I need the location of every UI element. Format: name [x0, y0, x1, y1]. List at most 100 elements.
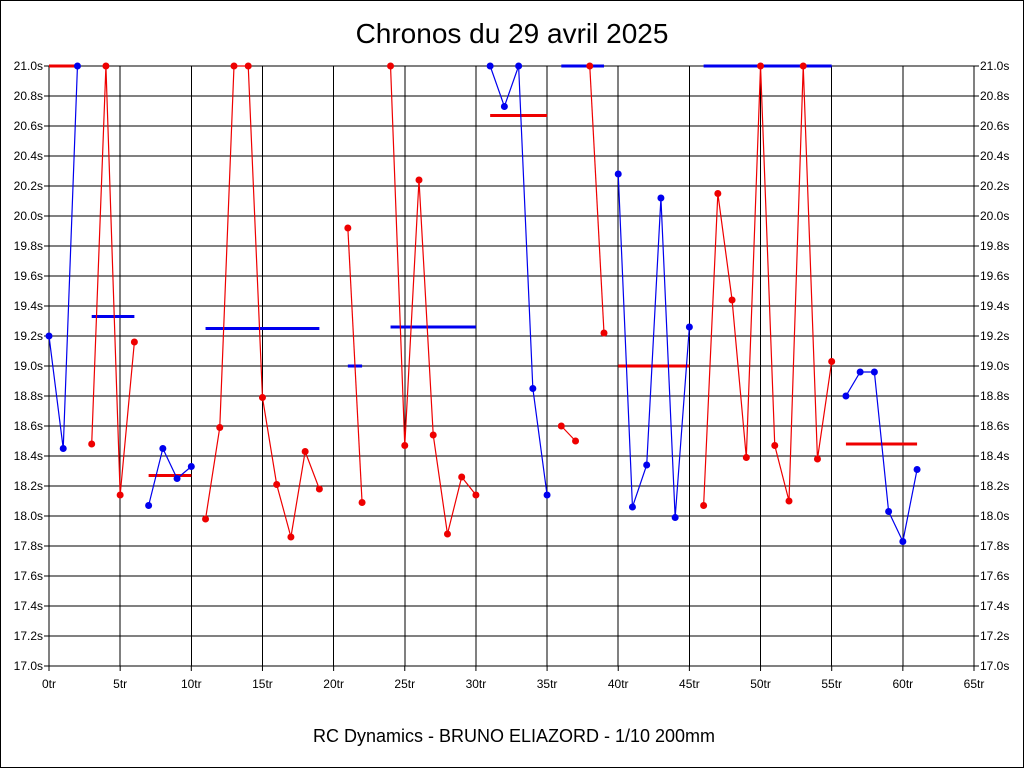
y-tick-label-right: 17.2s	[980, 629, 1009, 643]
y-tick-label-right: 20.6s	[980, 119, 1009, 133]
y-tick-label-left: 20.8s	[14, 89, 43, 103]
y-tick-label-right: 19.2s	[980, 329, 1009, 343]
data-point-blue	[842, 392, 850, 400]
data-point-blue	[685, 323, 693, 331]
chart-footer: RC Dynamics - BRUNO ELIAZORD - 1/10 200m…	[313, 726, 715, 746]
y-tick-label-right: 20.0s	[980, 209, 1009, 223]
data-point-red	[813, 455, 821, 463]
y-tick-label-left: 18.2s	[14, 479, 43, 493]
data-point-red	[216, 424, 224, 431]
x-tick-label: 10tr	[181, 677, 202, 691]
y-tick-label-right: 20.4s	[980, 149, 1009, 163]
data-point-red	[799, 62, 807, 70]
data-point-blue	[486, 62, 494, 70]
y-tick-label-left: 21.0s	[14, 59, 43, 73]
y-tick-label-left: 20.0s	[14, 209, 43, 223]
data-point-red	[273, 481, 281, 488]
data-point-red	[757, 62, 765, 70]
y-tick-label-right: 18.4s	[980, 449, 1009, 463]
y-tick-label-left: 20.4s	[14, 149, 43, 163]
data-point-blue	[885, 508, 893, 515]
series-line-blue	[148, 446, 192, 506]
data-point-red	[358, 499, 366, 506]
y-tick-label-right: 17.8s	[980, 539, 1009, 553]
data-point-red	[785, 497, 793, 505]
y-tick-label-left: 19.4s	[14, 299, 43, 313]
series-line-red	[589, 65, 605, 334]
y-tick-label-left: 17.0s	[14, 659, 43, 673]
data-point-red	[244, 62, 252, 70]
y-tick-label-right: 18.2s	[980, 479, 1009, 493]
y-tick-label-right: 20.2s	[980, 179, 1009, 193]
data-point-red	[572, 437, 580, 445]
data-point-blue	[145, 502, 153, 509]
data-point-red	[429, 431, 437, 439]
data-point-red	[700, 502, 708, 509]
series	[45, 62, 921, 545]
data-point-red	[728, 296, 736, 304]
y-tick-label-left: 20.6s	[14, 119, 43, 133]
y-tick-label-left: 18.4s	[14, 449, 43, 463]
series-line-red	[703, 65, 833, 506]
data-point-blue	[543, 491, 551, 499]
data-point-red	[714, 190, 722, 197]
y-tick-label-left: 17.6s	[14, 569, 43, 583]
y-tick-label-left: 19.6s	[14, 269, 43, 283]
data-point-blue	[899, 538, 907, 545]
data-point-red	[771, 442, 779, 449]
data-point-red	[130, 338, 138, 346]
data-point-blue	[187, 463, 195, 470]
data-point-blue	[159, 445, 167, 452]
y-tick-label-right: 19.8s	[980, 239, 1009, 253]
y-tick-label-left: 18.0s	[14, 509, 43, 523]
x-tick-label: 25tr	[394, 677, 415, 691]
series-line-red	[91, 65, 135, 496]
y-tick-label-left: 19.0s	[14, 359, 43, 373]
series-line-blue	[489, 65, 548, 496]
data-point-blue	[73, 62, 81, 70]
y-tick-label-right: 17.6s	[980, 569, 1009, 583]
data-point-blue	[657, 194, 665, 202]
y-tick-label-right: 18.0s	[980, 509, 1009, 523]
x-tick-label: 30tr	[466, 677, 487, 691]
x-tick-label: 40tr	[608, 677, 629, 691]
y-tick-label-right: 19.0s	[980, 359, 1009, 373]
x-tick-label: 5tr	[113, 677, 127, 691]
x-tick-label: 0tr	[42, 677, 56, 691]
data-point-red	[344, 224, 352, 232]
series-line-red	[389, 65, 477, 535]
data-point-red	[586, 62, 594, 70]
data-point-blue	[173, 475, 181, 482]
data-point-blue	[529, 385, 537, 392]
series-line-red	[347, 227, 363, 503]
y-tick-label-left: 20.2s	[14, 179, 43, 193]
data-point-red	[415, 176, 423, 184]
data-point-red	[742, 454, 750, 461]
data-point-blue	[628, 503, 636, 511]
x-tick-label: 15tr	[252, 677, 273, 691]
x-tick-label: 55tr	[821, 677, 842, 691]
data-point-blue	[671, 514, 679, 521]
data-point-red	[600, 329, 608, 337]
x-tick-label: 60tr	[893, 677, 914, 691]
data-point-red	[315, 485, 323, 493]
y-tick-label-left: 17.8s	[14, 539, 43, 553]
series-line-blue	[617, 173, 690, 518]
y-tick-label-right: 18.8s	[980, 389, 1009, 403]
data-point-red	[202, 515, 210, 523]
data-point-red	[258, 394, 266, 401]
y-tick-label-right: 19.6s	[980, 269, 1009, 283]
x-tick-label: 50tr	[750, 677, 771, 691]
data-point-red	[116, 491, 124, 499]
data-point-blue	[913, 466, 921, 473]
data-point-blue	[515, 62, 523, 70]
y-tick-label-left: 19.2s	[14, 329, 43, 343]
data-point-red	[301, 448, 309, 455]
data-point-red	[102, 62, 110, 70]
axes: 17.0s 17.0s 17.2s 17.2s 17.4s 17.4s 17.6s 17.6s…	[14, 59, 1010, 691]
data-point-blue	[59, 445, 67, 452]
y-tick-label-left: 17.2s	[14, 629, 43, 643]
series-line-blue	[48, 65, 79, 449]
plot-border	[48, 65, 975, 667]
data-point-red	[828, 358, 836, 365]
